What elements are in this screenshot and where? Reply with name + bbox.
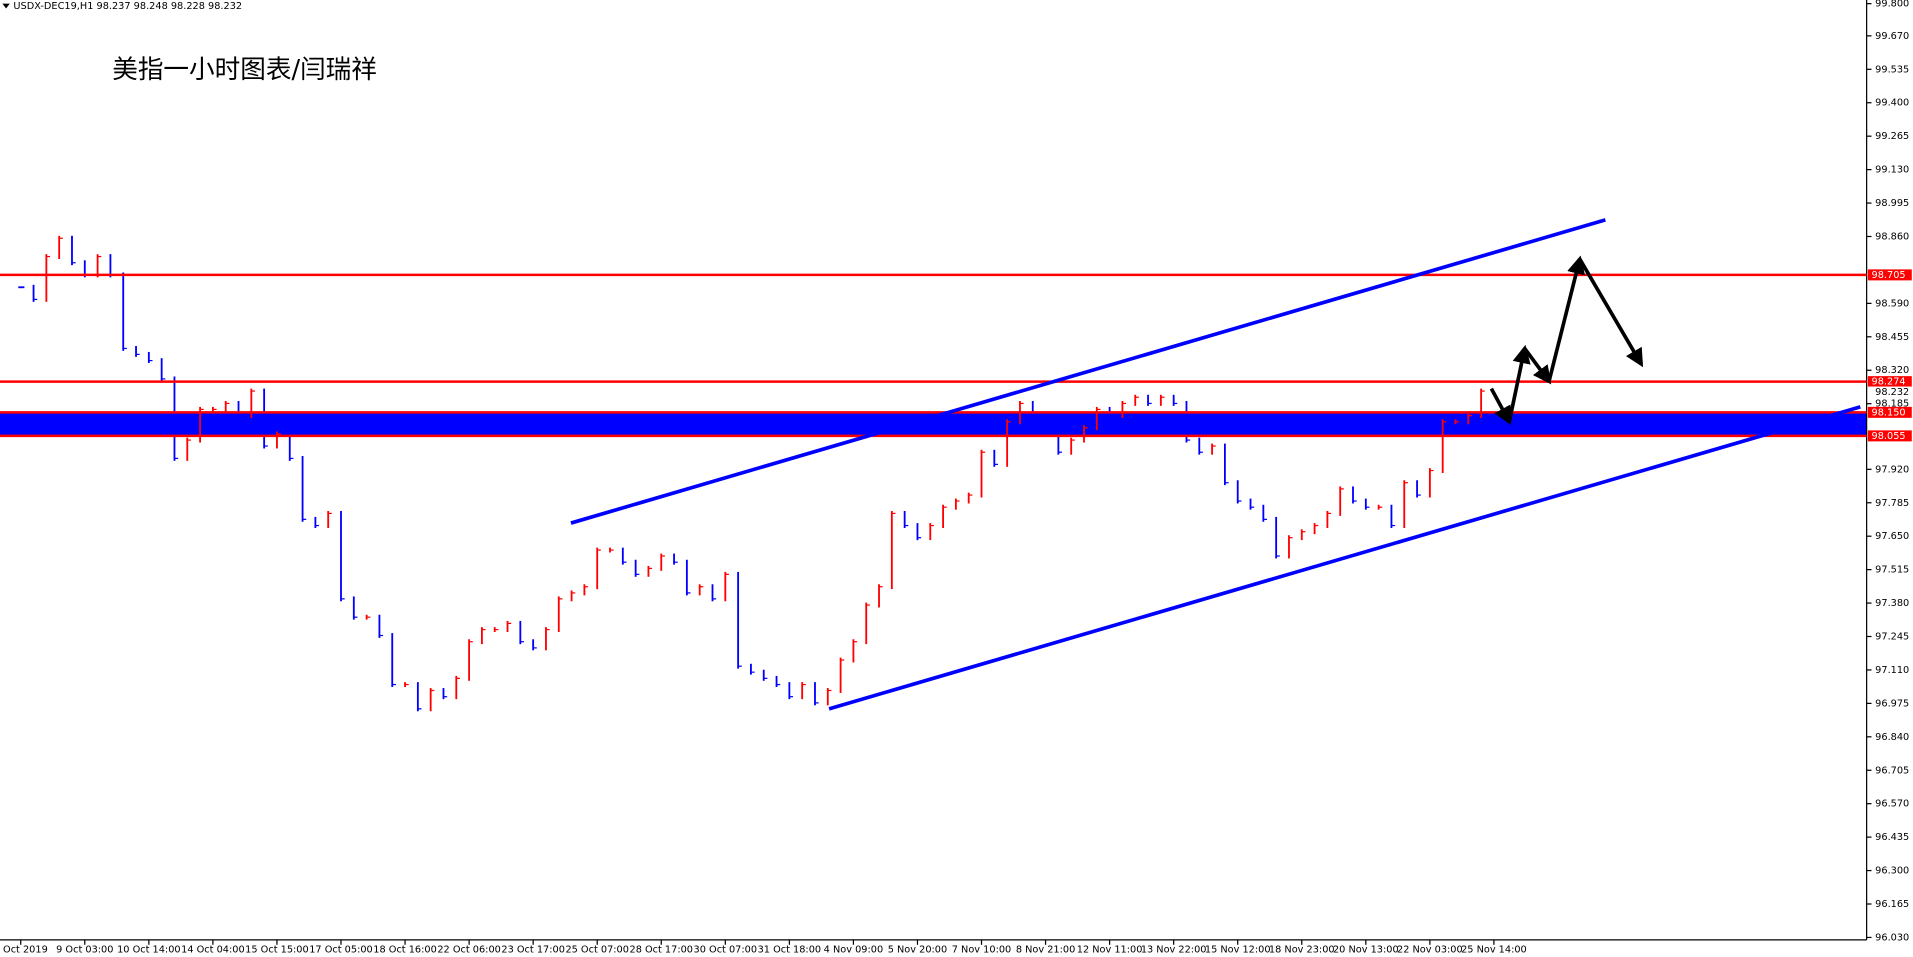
level-label-bg [1867, 376, 1912, 388]
y-tick-label: 99.400 [1875, 98, 1909, 109]
level-label: 98.705 [1872, 270, 1906, 281]
projection-arrow [1578, 258, 1644, 368]
y-tick-label: 96.705 [1875, 765, 1909, 776]
y-tick-label: 97.380 [1875, 598, 1909, 609]
y-tick-label: 96.975 [1875, 698, 1909, 709]
x-tick-label: 25 Oct 07:00 [565, 945, 629, 956]
y-tick-label: 98.320 [1875, 365, 1909, 376]
x-tick-label: 8 Nov 21:00 [1016, 945, 1075, 956]
menu-icon[interactable] [2, 3, 10, 9]
projection-arrow [1507, 344, 1531, 423]
trend-line [570, 218, 1606, 525]
level-label-bg [1867, 430, 1912, 442]
x-tick-label: 7 Oct 2019 [0, 945, 48, 956]
chart-title: USDX-DEC19,H1 98.237 98.248 98.228 98.23… [13, 1, 242, 12]
y-tick-label: 99.800 [1875, 0, 1909, 10]
x-tick-label: 13 Nov 22:00 [1141, 945, 1207, 956]
x-tick-label: 22 Nov 03:00 [1397, 945, 1463, 956]
x-tick-label: 9 Oct 03:00 [56, 945, 113, 956]
y-tick-label: 96.300 [1875, 866, 1909, 877]
y-tick-label: 97.650 [1875, 531, 1909, 542]
x-tick-label: 10 Oct 14:00 [117, 945, 181, 956]
level-label-bg [1867, 406, 1912, 418]
x-tick-label: 17 Oct 05:00 [309, 945, 373, 956]
y-tick-label: 97.515 [1875, 565, 1909, 576]
y-tick-label: 96.840 [1875, 732, 1909, 743]
current-price-bg [1867, 386, 1912, 398]
projection-arrow [1523, 347, 1552, 385]
level-label: 98.274 [1872, 377, 1906, 388]
x-tick-label: 5 Nov 20:00 [888, 945, 947, 956]
y-tick-label: 98.995 [1875, 198, 1909, 209]
x-tick-label: 7 Nov 10:00 [952, 945, 1011, 956]
projection-arrow [1489, 387, 1512, 425]
y-tick-label: 98.860 [1875, 231, 1909, 242]
level-label-bg [1867, 269, 1912, 281]
trend-line [828, 405, 1861, 711]
x-tick-label: 22 Oct 06:00 [437, 945, 501, 956]
x-tick-label: 12 Nov 11:00 [1077, 945, 1143, 956]
x-tick-label: 30 Oct 07:00 [694, 945, 758, 956]
current-price-label: 98.232 [1875, 387, 1909, 398]
level-label: 98.150 [1872, 407, 1906, 418]
y-tick-label: 98.455 [1875, 332, 1909, 343]
y-tick-label: 96.570 [1875, 799, 1909, 810]
y-tick-label: 99.130 [1875, 165, 1909, 176]
x-tick-label: 23 Oct 17:00 [501, 945, 565, 956]
y-tick-label: 96.030 [1875, 932, 1909, 943]
x-tick-label: 20 Nov 13:00 [1333, 945, 1399, 956]
y-tick-label: 98.185 [1875, 399, 1909, 410]
y-tick-label: 99.535 [1875, 64, 1909, 75]
y-tick-label: 99.265 [1875, 131, 1909, 142]
y-tick-label: 96.165 [1875, 899, 1909, 910]
x-tick-label: 14 Oct 04:00 [181, 945, 245, 956]
x-tick-label: 18 Oct 16:00 [373, 945, 437, 956]
annotation: 美指一小时图表/闫瑞祥 [112, 55, 377, 85]
y-tick-label: 97.785 [1875, 498, 1909, 509]
support-zone [0, 412, 1867, 436]
y-tick-label: 98.590 [1875, 298, 1909, 309]
y-tick-label: 97.110 [1875, 665, 1909, 676]
y-tick-label: 99.670 [1875, 31, 1909, 42]
x-tick-label: 15 Oct 15:00 [245, 945, 309, 956]
x-tick-label: 28 Oct 17:00 [630, 945, 694, 956]
level-label: 98.055 [1872, 431, 1906, 442]
x-tick-label: 31 Oct 18:00 [758, 945, 822, 956]
x-tick-label: 18 Nov 23:00 [1269, 945, 1335, 956]
plot-area [0, 235, 1867, 712]
projection-arrow [1547, 255, 1586, 382]
y-tick-label: 97.245 [1875, 632, 1909, 643]
y-tick-label: 97.920 [1875, 464, 1909, 475]
x-tick-label: 15 Nov 12:00 [1205, 945, 1271, 956]
x-tick-label: 25 Nov 14:00 [1461, 945, 1527, 956]
y-tick-label: 96.435 [1875, 832, 1909, 843]
x-tick-label: 4 Nov 09:00 [824, 945, 883, 956]
